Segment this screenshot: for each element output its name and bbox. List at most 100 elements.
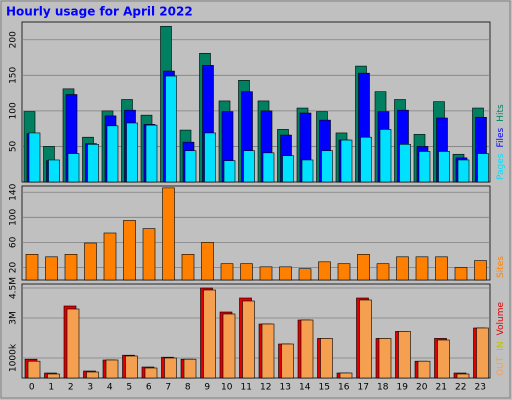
- bar: [359, 299, 372, 379]
- x-tick-label: 11: [241, 383, 252, 393]
- bar: [45, 256, 58, 281]
- legend: Sites: [496, 256, 506, 278]
- y-tick-label: 60: [9, 236, 19, 248]
- bar: [301, 159, 314, 183]
- bar: [222, 313, 236, 379]
- x-tick-label: 5: [126, 383, 132, 393]
- bar: [300, 319, 314, 379]
- bar: [318, 261, 331, 281]
- legend: Pages Files Hits: [496, 104, 506, 180]
- bar: [66, 308, 80, 379]
- x-tick-label: 0: [29, 383, 35, 393]
- bar: [144, 367, 158, 379]
- x-tick-label: 4: [107, 383, 113, 393]
- y-tick-label: 3M: [9, 311, 19, 325]
- x-tick-label: 2: [68, 383, 74, 393]
- x-tick-label: 19: [397, 383, 409, 393]
- bar: [125, 355, 138, 379]
- bar: [438, 151, 450, 183]
- bar: [84, 242, 97, 281]
- bar: [184, 150, 197, 183]
- x-tick-label: 22: [455, 383, 466, 393]
- x-tick-label: 15: [319, 383, 330, 393]
- y-tick-label: 140: [9, 183, 19, 200]
- bar: [435, 256, 448, 281]
- bar: [48, 159, 60, 183]
- bar: [67, 153, 80, 183]
- y-tick-label: 200: [9, 31, 19, 48]
- x-tick-label: 14: [299, 383, 311, 393]
- x-tick-label: 10: [221, 383, 233, 393]
- x-tick-label: 23: [475, 383, 486, 393]
- x-tick-label: 20: [416, 383, 428, 393]
- x-tick-label: 9: [204, 383, 210, 393]
- bar: [103, 232, 117, 281]
- bar: [126, 122, 138, 183]
- chart-title: Hourly usage for April 2022: [6, 5, 193, 19]
- bar: [339, 372, 353, 379]
- bar: [262, 152, 275, 183]
- bar: [340, 139, 353, 183]
- bar: [142, 228, 156, 281]
- bar: [105, 359, 119, 379]
- bar: [337, 263, 351, 281]
- y-tick-label: 1000k: [9, 343, 19, 372]
- x-tick-label: 12: [260, 383, 271, 393]
- legend-entry: Files: [496, 127, 506, 147]
- x-tick-label: 6: [146, 383, 152, 393]
- bar: [454, 267, 468, 281]
- bar: [164, 357, 177, 379]
- bar: [203, 289, 216, 379]
- x-tick-label: 3: [87, 383, 93, 393]
- plot-area: [21, 21, 491, 183]
- bar: [183, 358, 197, 379]
- legend-entry: IN: [496, 341, 506, 350]
- bar: [456, 373, 470, 379]
- bar: [399, 144, 411, 183]
- bar: [220, 263, 234, 281]
- bar: [165, 75, 177, 183]
- legend-entry: Volume: [496, 302, 506, 336]
- bar: [320, 338, 333, 379]
- y-tick-label: 20: [9, 261, 19, 273]
- y-tick-label: 50: [9, 140, 19, 152]
- bar: [357, 254, 370, 281]
- bar: [437, 339, 450, 379]
- bar: [25, 254, 39, 281]
- bar: [415, 256, 429, 281]
- bar: [279, 266, 292, 281]
- bar: [418, 151, 431, 183]
- bar: [240, 263, 253, 281]
- bar: [204, 132, 216, 183]
- bar: [379, 129, 392, 183]
- bar: [282, 155, 294, 183]
- x-tick-label: 21: [436, 383, 447, 393]
- x-tick-label: 1: [48, 383, 54, 393]
- bar: [396, 256, 409, 281]
- bar: [398, 331, 411, 379]
- legend-entry: Pages: [496, 153, 506, 180]
- y-tick-label: 100: [9, 102, 19, 119]
- bar: [474, 260, 487, 281]
- x-tick-label: 13: [280, 383, 291, 393]
- x-tick-label: 16: [338, 383, 350, 393]
- x-tick-label: 17: [358, 383, 369, 393]
- x-tick-label: 18: [377, 383, 389, 393]
- bar: [243, 150, 255, 183]
- bar: [28, 132, 41, 183]
- y-tick-label: 4.5M: [9, 277, 19, 299]
- bar: [106, 125, 119, 183]
- plot-area: [21, 283, 491, 379]
- bar: [298, 268, 312, 281]
- y-tick-label: 150: [9, 66, 19, 83]
- bar: [259, 266, 273, 281]
- bar: [281, 343, 294, 379]
- bar: [242, 300, 255, 379]
- bar: [123, 220, 136, 281]
- y-tick-label: 100: [9, 208, 19, 225]
- bar: [376, 263, 390, 281]
- x-tick-label: 7: [165, 383, 171, 393]
- bar: [360, 136, 372, 183]
